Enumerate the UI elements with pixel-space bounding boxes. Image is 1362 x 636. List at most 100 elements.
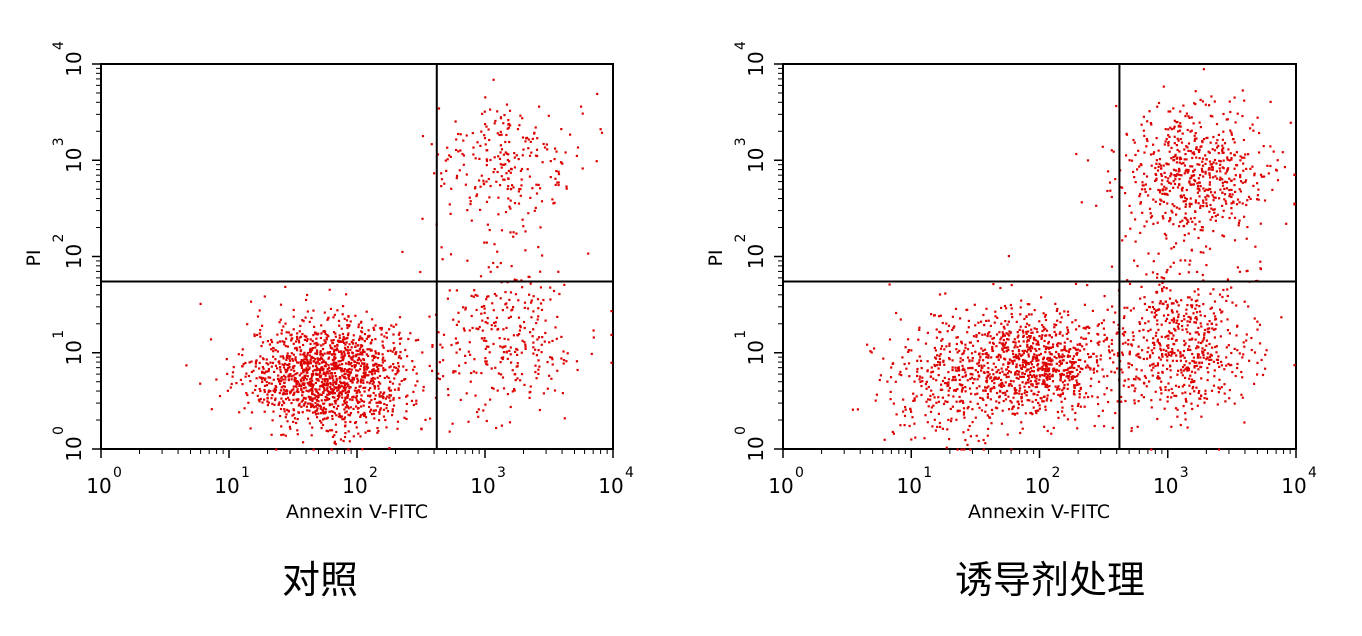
data-point (1076, 343, 1079, 346)
data-point (284, 434, 287, 437)
data-point (1201, 347, 1204, 350)
data-point (1142, 184, 1145, 187)
data-point (982, 389, 985, 392)
data-point (1004, 320, 1007, 323)
data-point (1121, 351, 1124, 354)
data-point (932, 377, 935, 380)
data-point (391, 382, 394, 385)
x-tick-exponent: 3 (1180, 465, 1189, 481)
data-point (986, 353, 989, 356)
data-point (948, 387, 951, 390)
data-point (596, 92, 599, 96)
data-point (243, 407, 246, 410)
data-point (532, 352, 535, 355)
data-point (1021, 427, 1024, 430)
data-point (1016, 346, 1019, 349)
data-point (1026, 336, 1029, 339)
data-point (1059, 373, 1062, 376)
data-point (1249, 197, 1252, 200)
data-point (1155, 177, 1158, 180)
data-point (1162, 364, 1165, 367)
data-point (983, 324, 986, 327)
data-point (1166, 344, 1169, 347)
data-point (1031, 359, 1034, 362)
data-point (1045, 399, 1048, 402)
data-point (317, 391, 320, 394)
data-point (914, 436, 917, 439)
data-point (343, 341, 346, 344)
data-point (282, 391, 285, 394)
data-point (1055, 357, 1058, 360)
data-point (326, 352, 329, 355)
data-point (1196, 182, 1199, 185)
data-point (962, 431, 965, 434)
panel-caption: 诱导剂处理 (955, 558, 1145, 602)
y-tick-exponent: 4 (733, 41, 749, 50)
data-point (1045, 373, 1048, 376)
data-point (1169, 364, 1172, 367)
data-point (592, 336, 595, 339)
data-point (322, 402, 325, 405)
data-point (371, 359, 374, 362)
data-point (331, 376, 334, 380)
data-point (1012, 396, 1015, 399)
data-point (369, 410, 372, 413)
data-point (1082, 326, 1085, 330)
data-point (1120, 395, 1123, 398)
data-point (889, 376, 893, 379)
data-point (1120, 400, 1123, 403)
data-point (1077, 358, 1080, 361)
data-point (529, 331, 532, 334)
data-point (398, 316, 402, 319)
data-point (1223, 142, 1227, 145)
data-point (968, 424, 971, 428)
data-point (1042, 328, 1046, 331)
data-point (932, 404, 935, 407)
data-point (511, 390, 514, 393)
data-point (297, 398, 300, 401)
data-point (368, 405, 371, 409)
data-point (347, 377, 351, 380)
data-point (497, 372, 500, 375)
data-point (507, 119, 510, 122)
data-point (462, 139, 465, 142)
data-point (1076, 427, 1079, 430)
data-point (302, 404, 305, 407)
data-point (1256, 194, 1259, 197)
data-point (1001, 347, 1004, 350)
data-point (1002, 325, 1005, 328)
data-point (1249, 127, 1252, 130)
data-point (1011, 407, 1014, 411)
x-tick-label: 10 (1281, 474, 1306, 498)
data-point (1001, 331, 1004, 334)
data-point (1165, 307, 1168, 310)
data-point (1079, 367, 1082, 370)
data-point (1269, 100, 1272, 103)
data-point (381, 361, 384, 364)
data-point (986, 370, 989, 374)
data-point (358, 348, 361, 351)
data-point (1074, 282, 1078, 285)
data-point (303, 362, 306, 365)
data-point (1180, 174, 1183, 177)
data-point (988, 331, 991, 334)
data-point (1203, 315, 1206, 318)
data-point (1222, 209, 1225, 212)
data-point (297, 361, 300, 364)
data-point (931, 425, 934, 428)
data-point (546, 387, 549, 390)
data-point (306, 409, 309, 412)
data-point (1203, 401, 1206, 404)
data-point (517, 190, 520, 193)
data-point (538, 105, 541, 108)
data-point (918, 328, 921, 331)
data-point (1184, 342, 1187, 345)
data-point (320, 368, 323, 371)
data-point (288, 398, 291, 401)
data-point (1126, 306, 1129, 309)
data-point (1162, 217, 1165, 220)
data-point (1190, 338, 1193, 341)
data-point (999, 286, 1002, 290)
data-point (487, 295, 490, 298)
data-point (1203, 336, 1206, 339)
